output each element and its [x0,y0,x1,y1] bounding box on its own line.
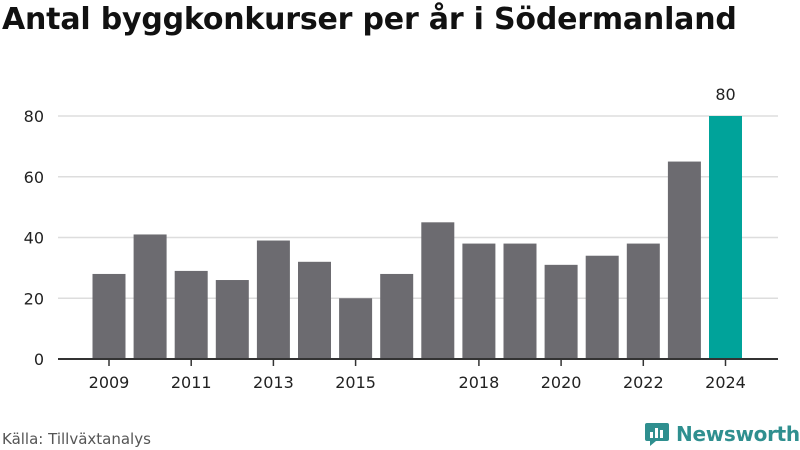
bar-2016 [380,273,414,359]
y-tick-label: 0 [34,350,44,369]
bar-2020 [544,264,578,359]
brand-logo: Newsworthy [644,421,800,447]
x-tick-label: 2022 [623,373,664,392]
bar-2019 [503,243,537,359]
newsworthy-chat-bubble-icon [645,423,669,446]
bar-2015 [339,298,373,359]
y-tick-label: 80 [24,107,44,126]
x-tick-label: 2020 [541,373,582,392]
bar-2009 [92,273,126,359]
y-tick-label: 20 [24,289,44,308]
bar-2011 [174,270,208,359]
bar-2024 [709,116,742,359]
x-tick-label: 2011 [171,373,212,392]
bar-2012 [215,280,249,359]
chart-title: Antal byggkonkurser per år i Södermanlan… [2,2,737,37]
brand-name: Newsworthy [676,422,800,446]
bar-2021 [585,255,619,359]
bar-2017 [421,222,455,359]
data-label: 80 [715,85,735,104]
bar-2013 [256,240,290,359]
source-note: Källa: Tillväxtanalys [2,430,151,448]
x-tick-label: 2015 [335,373,376,392]
bar-2018 [462,243,496,359]
x-tick-label: 2018 [459,373,500,392]
bar-2014 [298,261,331,359]
x-tick-label: 2024 [705,373,746,392]
x-tick-label: 2013 [253,373,294,392]
bar-2022 [626,243,660,359]
y-tick-label: 40 [24,229,44,248]
x-tick-label: 2009 [89,373,130,392]
bar-2023 [667,161,701,359]
bar-2010 [133,234,167,359]
y-tick-label: 60 [24,168,44,187]
